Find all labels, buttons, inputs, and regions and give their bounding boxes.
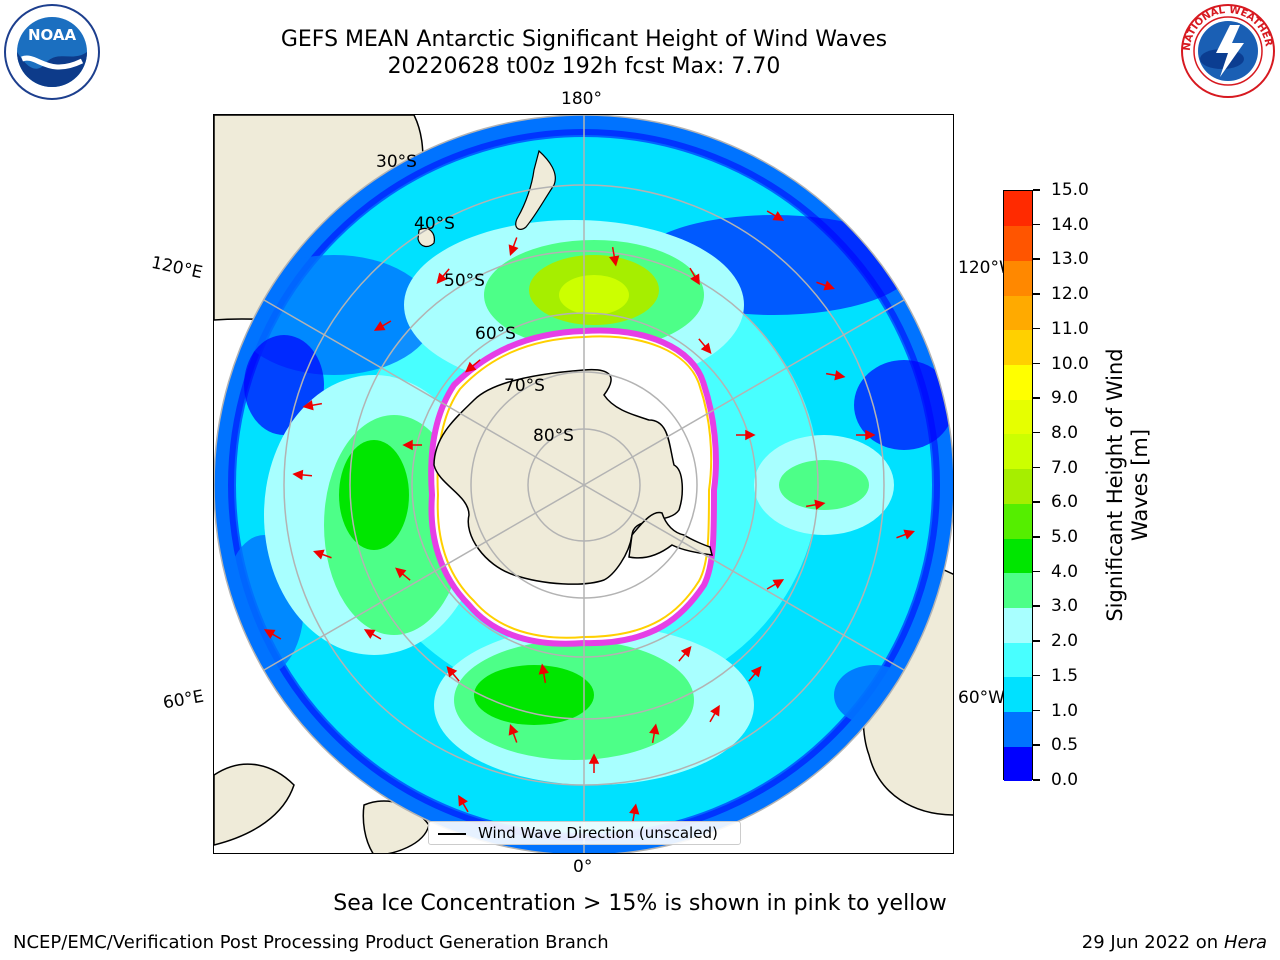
colorbar-segment: [1004, 191, 1032, 227]
colorbar-tick: [1033, 744, 1040, 746]
colorbar-tick-label: 4.0: [1051, 561, 1079, 582]
colorbar-tick: [1033, 640, 1040, 642]
colorbar-tick-label: 14.0: [1051, 214, 1089, 235]
lat-label-70s: 70°S: [504, 376, 545, 396]
polar-map: [214, 115, 953, 853]
colorbar-segment: [1004, 572, 1032, 608]
colorbar-segment: [1004, 503, 1032, 539]
colorbar-tick-label: 10.0: [1051, 353, 1089, 374]
colorbar-segment: [1004, 607, 1032, 643]
legend-label: Wind Wave Direction (unscaled): [478, 824, 718, 842]
colorbar-segment: [1004, 711, 1032, 747]
colorbar-tick-label: 15.0: [1051, 180, 1089, 200]
colorbar-segment: [1004, 295, 1032, 331]
colorbar-label: Significant Height of Wind Waves [m]: [1103, 348, 1152, 622]
colorbar-tick: [1033, 674, 1040, 677]
antarctica-land: [433, 368, 684, 585]
colorbar-tick-label: 2.0: [1051, 631, 1079, 652]
colorbar-tick-label: 0.5: [1051, 735, 1079, 756]
colorbar-segment: [1004, 676, 1032, 713]
legend-line-swatch: [438, 833, 466, 835]
colorbar-tick: [1033, 327, 1040, 330]
colorbar-tick: [1033, 779, 1040, 781]
new-zealand-land: [515, 149, 556, 230]
lon-label-60w: 60°W: [958, 688, 1004, 708]
colorbar-tick-label: 8.0: [1051, 422, 1079, 443]
colorbar-tick: [1033, 293, 1040, 295]
colorbar-segment: [1004, 538, 1032, 574]
colorbar-tick: [1033, 570, 1040, 573]
svg-text:NOAA: NOAA: [28, 26, 77, 44]
lat-label-30s: 30°S: [376, 152, 417, 172]
lon-label-120e: 120°E: [149, 252, 205, 284]
colorbar-tick-label: 6.0: [1051, 492, 1079, 513]
footer-credit: NCEP/EMC/Verification Post Processing Pr…: [13, 932, 609, 953]
colorbar-tick-label: 3.0: [1051, 596, 1079, 617]
footer-date-text: 29 Jun 2022 on: [1081, 932, 1219, 953]
colorbar-segment: [1004, 225, 1032, 261]
colorbar-tick-label: 9.0: [1051, 388, 1079, 409]
colorbar-tick: [1033, 223, 1040, 226]
africa-land: [214, 763, 295, 846]
national-weather-service-logo: NATIONAL WEATHER SERVICE: [1178, 3, 1275, 98]
chart-subtitle: 20220628 t00z 192h fcst Max: 7.70: [387, 54, 781, 79]
colorbar-segment: [1004, 433, 1032, 470]
colorbar-tick: [1033, 501, 1040, 503]
lon-label-180: 180°: [561, 89, 602, 109]
colorbar-tick-label: 0.0: [1051, 770, 1079, 790]
colorbar-tick: [1033, 466, 1040, 469]
colorbar-tick: [1033, 605, 1040, 607]
lon-label-0: 0°: [573, 857, 593, 877]
colorbar-tick-label: 13.0: [1051, 249, 1089, 270]
colorbar-segment: [1004, 260, 1032, 296]
lat-label-50s: 50°S: [444, 271, 485, 291]
colorbar-tick: [1033, 709, 1040, 712]
map-panel: 30°S 40°S 50°S 60°S 70°S 80°S Wind Wave …: [213, 114, 954, 854]
colorbar-tick-label: 5.0: [1051, 527, 1079, 548]
colorbar-segment: [1004, 642, 1032, 678]
colorbar-tick: [1033, 362, 1040, 365]
footer-date: 29 Jun 2022 on Hera: [1082, 932, 1267, 953]
lon-label-60e: 60°E: [161, 686, 206, 714]
colorbar-tick: [1033, 258, 1040, 260]
colorbar-tick: [1033, 189, 1040, 191]
colorbar-tick-label: 12.0: [1051, 284, 1089, 305]
colorbar-tick: [1033, 397, 1040, 399]
chart-title: GEFS MEAN Antarctic Significant Height o…: [280, 27, 888, 52]
colorbar-tick: [1033, 536, 1040, 538]
colorbar: [1003, 190, 1033, 782]
colorbar-tick-label: 11.0: [1051, 318, 1089, 339]
colorbar-segment: [1004, 399, 1032, 435]
lon-label-120w: 120°W: [958, 258, 1004, 278]
graticule: [214, 115, 953, 853]
colorbar-tick-label: 1.0: [1051, 700, 1079, 721]
colorbar-tick-label: 1.5: [1051, 665, 1079, 686]
colorbar-tick: [1033, 431, 1040, 434]
lat-label-60s: 60°S: [475, 324, 516, 344]
colorbar-tick-label: 7.0: [1051, 457, 1079, 478]
sea-ice-note: Sea Ice Concentration > 15% is shown in …: [333, 891, 947, 916]
footer-host: Hera: [1223, 932, 1267, 953]
colorbar-segment: [1004, 329, 1032, 366]
colorbar-segment: [1004, 746, 1032, 782]
map-legend: Wind Wave Direction (unscaled): [428, 821, 741, 845]
lat-label-80s: 80°S: [533, 426, 574, 446]
noaa-logo: NOAA: [4, 4, 100, 100]
colorbar-segment: [1004, 468, 1032, 504]
lat-label-40s: 40°S: [414, 214, 455, 234]
wind-wave-arrows: [263, 210, 915, 824]
colorbar-segment: [1004, 364, 1032, 400]
